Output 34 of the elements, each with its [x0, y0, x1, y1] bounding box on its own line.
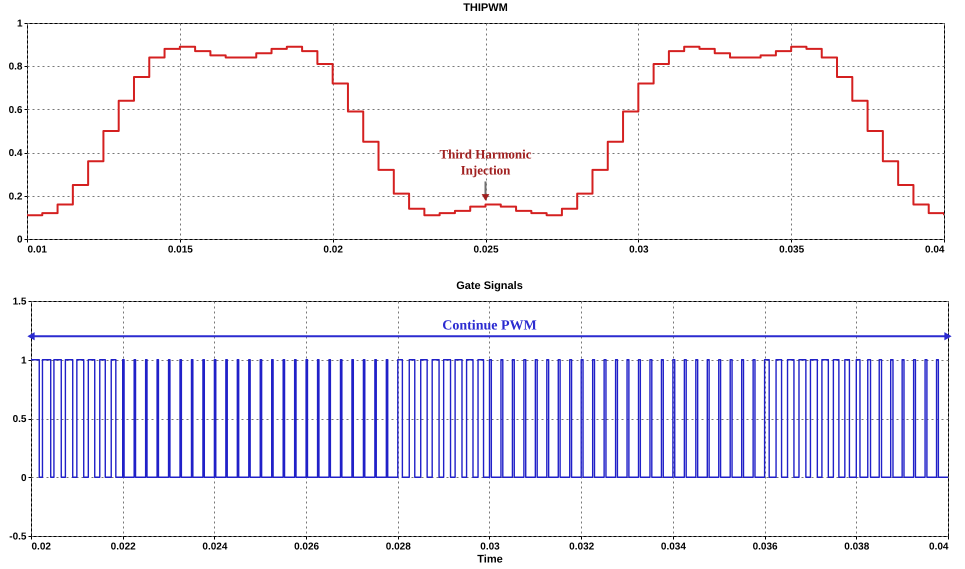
y-tick-label: 0.4 — [8, 148, 23, 160]
x-tick-label: 0.015 — [168, 244, 194, 256]
y-tick-label: 1 — [20, 355, 27, 366]
x-tick-label: 0.026 — [294, 542, 320, 552]
y-tick-label: 1 — [16, 18, 23, 30]
x-tick-label: 0.03 — [480, 542, 500, 552]
x-tick-label: 0.04 — [925, 244, 945, 256]
y-tick-label: 0 — [20, 472, 27, 484]
x-tick-label: 0.022 — [110, 542, 136, 552]
x-tick-label: 0.032 — [569, 542, 595, 552]
x-tick-label: 0.02 — [32, 542, 52, 552]
x-tick-label: 0.035 — [779, 244, 805, 256]
x-tick-label: 0.02 — [323, 244, 344, 256]
x-axis-title: Time — [477, 554, 503, 566]
x-tick-label: 0.01 — [28, 244, 48, 256]
y-tick-label: 0 — [16, 234, 23, 246]
x-tick-label: 0.038 — [844, 542, 870, 552]
chart-title: THIPWM — [463, 2, 508, 14]
y-tick-label: 1.5 — [12, 296, 27, 308]
chart-title: Gate Signals — [456, 280, 523, 292]
x-tick-label: 0.025 — [473, 244, 499, 256]
x-tick-label: 0.028 — [386, 542, 412, 552]
x-tick-label: 0.034 — [660, 542, 686, 552]
y-tick-label: 0.6 — [8, 104, 23, 116]
y-tick-label: -0.5 — [9, 532, 27, 542]
y-tick-label: 0.8 — [8, 62, 23, 73]
x-tick-label: 0.03 — [629, 244, 649, 256]
ref-line-label: Continue PWM — [442, 318, 537, 334]
x-tick-label: 0.04 — [929, 542, 949, 552]
y-tick-label: 0.2 — [8, 191, 23, 202]
x-tick-label: 0.024 — [202, 542, 228, 552]
y-tick-label: 0.5 — [12, 414, 27, 425]
x-tick-label: 0.036 — [752, 542, 778, 552]
annotation: Third Harmonic Injection — [439, 146, 532, 178]
